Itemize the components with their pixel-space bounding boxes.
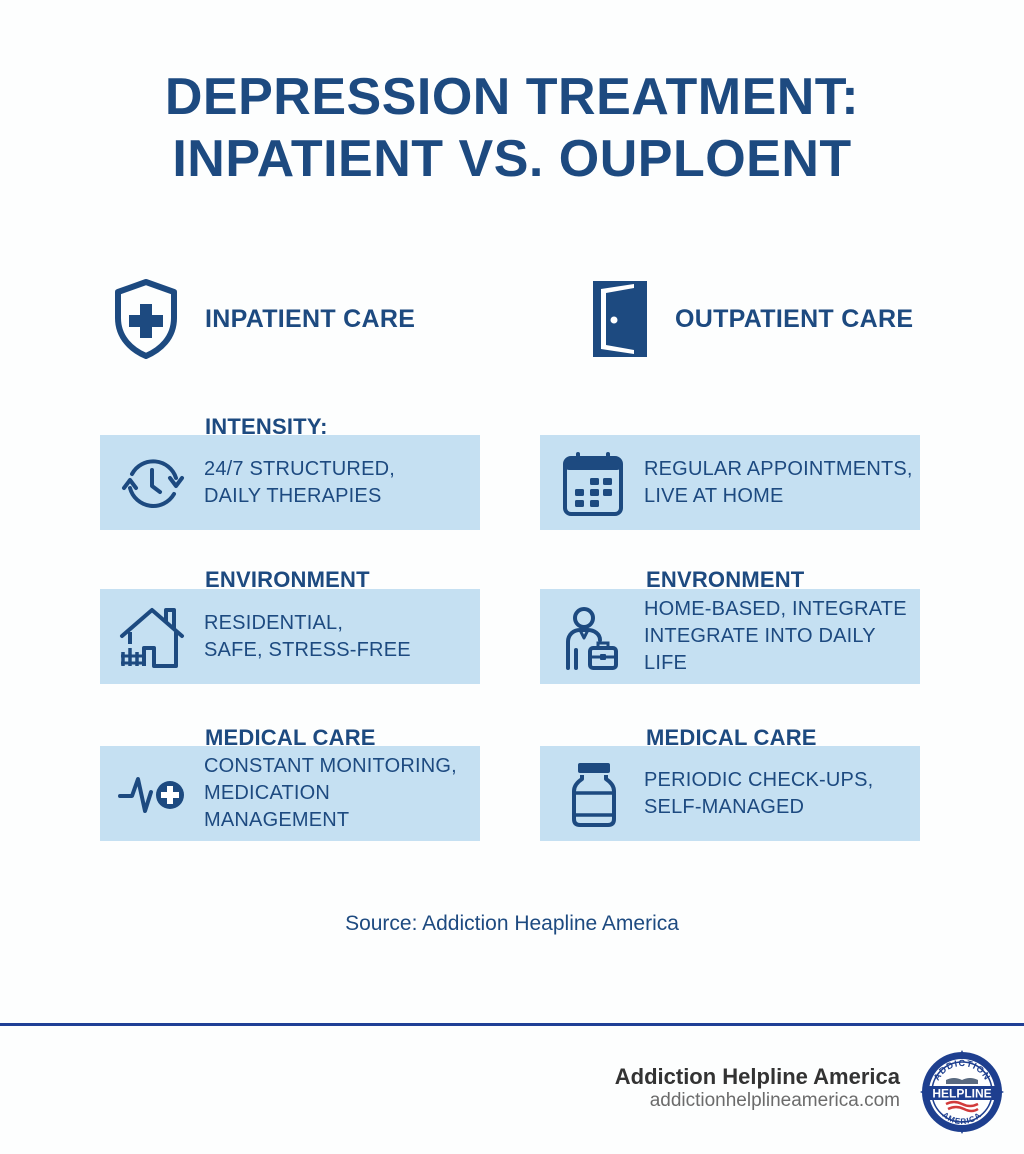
- outpatient-environment-text: HOME-BASED, INTEGRATE INTEGRATE INTO DAI…: [644, 598, 907, 674]
- calendar-icon: [558, 448, 628, 518]
- person-briefcase-icon: [558, 602, 628, 672]
- medical-label-right: MEDICAL CARE: [646, 725, 817, 750]
- shield-cross-icon: [112, 278, 180, 360]
- inpatient-medical-card: CONSTANT MONITORING, MEDICATION MANAGEME…: [100, 746, 480, 841]
- footer-divider: [0, 1023, 1024, 1026]
- outpatient-intensity-card: REGULAR APPOINTMENTS, LIVE AT HOME: [540, 435, 920, 530]
- inpatient-environment-card: RESIDENTIAL, SAFE, STRESS-FREE: [100, 589, 480, 684]
- svg-text:HELPLINE: HELPLINE: [932, 1087, 991, 1101]
- title-line-1: DEPRESSION TREATMENT:: [164, 68, 860, 126]
- page-title: DEPRESSION TREATMENT: INPATIENT VS. OUPL…: [0, 66, 1024, 190]
- house-icon: [118, 602, 188, 672]
- inpatient-heading-label: INPATIENT CARE: [205, 304, 416, 333]
- clock-cycle-icon: [118, 448, 188, 518]
- intensity-label: INTENSITY:: [205, 414, 328, 439]
- medical-label-left: MEDICAL CARE: [205, 725, 376, 750]
- open-door-icon: [590, 278, 650, 360]
- source-caption: Source: Addiction Heapline America: [345, 912, 679, 935]
- outpatient-medical-text: PERIODIC CHECK-UPS, SELF-MANAGED: [644, 768, 874, 818]
- brand-url[interactable]: addictionhelplineamerica.com: [649, 1090, 900, 1111]
- outpatient-medical-card: PERIODIC CHECK-UPS, SELF-MANAGED: [540, 746, 920, 841]
- inpatient-environment-text: RESIDENTIAL, SAFE, STRESS-FREE: [204, 611, 411, 661]
- environment-label-right: ENVRONMENT: [646, 567, 805, 592]
- title-line-2: INPATIENT VS. OUPLOENT: [172, 130, 852, 188]
- medicine-bottle-icon: [558, 759, 628, 829]
- outpatient-environment-card: HOME-BASED, INTEGRATE INTEGRATE INTO DAI…: [540, 589, 920, 684]
- outpatient-heading-label: OUTPATIENT CARE: [675, 304, 914, 333]
- outpatient-intensity-text: REGULAR APPOINTMENTS, LIVE AT HOME: [644, 457, 913, 507]
- footer-brand: Addiction Helpline America addictionhelp…: [615, 1064, 900, 1112]
- helpline-seal-logo: ADDICTION HELPLINE AMERICA: [920, 1050, 1004, 1134]
- outpatient-heading: OUTPATIENT CARE: [590, 278, 913, 360]
- environment-label-left: ENVIRONMENT: [205, 567, 370, 592]
- heartbeat-plus-icon: [118, 759, 188, 829]
- inpatient-intensity-card: 24/7 STRUCTURED, DAILY THERAPIES: [100, 435, 480, 530]
- inpatient-intensity-text: 24/7 STRUCTURED, DAILY THERAPIES: [204, 457, 396, 507]
- inpatient-medical-text: CONSTANT MONITORING, MEDICATION MANAGEME…: [204, 755, 457, 831]
- inpatient-heading: INPATIENT CARE: [112, 278, 415, 360]
- brand-name: Addiction Helpline America: [614, 1064, 900, 1089]
